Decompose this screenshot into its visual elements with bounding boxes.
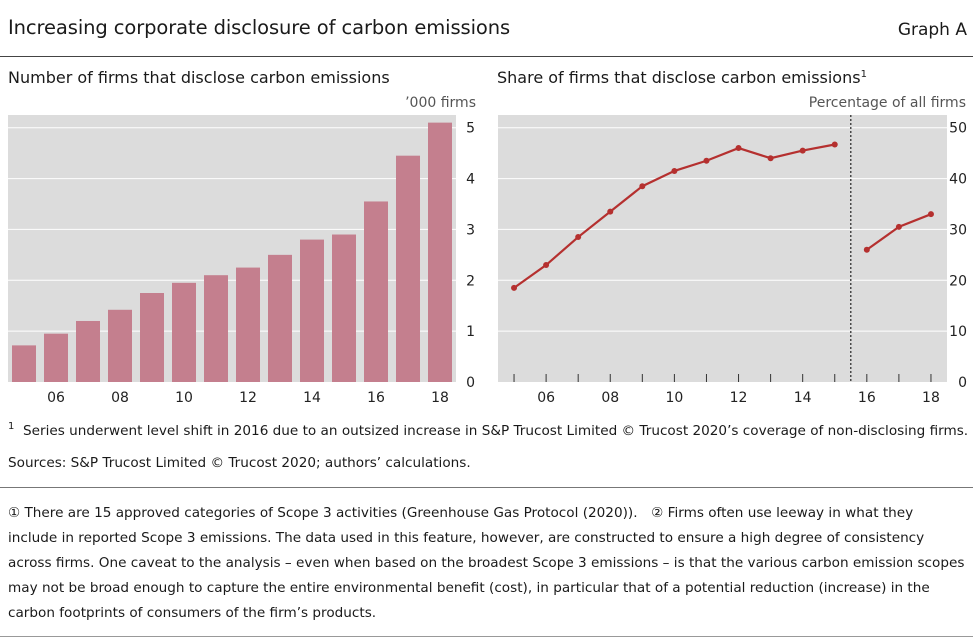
x-tick-label: 12	[239, 390, 257, 406]
y-tick-label: 30	[949, 222, 967, 238]
right-panel-title-text: Share of firms that disclose carbon emis…	[497, 68, 861, 87]
data-point	[799, 147, 806, 154]
x-tick-label: 06	[537, 390, 555, 406]
bar	[268, 254, 292, 382]
data-point	[671, 167, 678, 174]
endnote-line: across firms. One caveat to the analysis…	[8, 555, 965, 571]
left-panel-unit: ’000 firms	[405, 95, 476, 111]
notes-divider	[0, 487, 973, 488]
bar	[140, 293, 164, 382]
bottom-divider	[0, 636, 973, 637]
data-point	[639, 183, 646, 190]
data-point	[831, 141, 838, 148]
y-tick-label: 4	[466, 172, 475, 188]
x-tick-label: 16	[858, 390, 876, 406]
x-tick-label: 14	[303, 390, 321, 406]
bar	[76, 320, 100, 382]
data-point	[927, 211, 934, 218]
sources: Sources: S&P Trucost Limited © Trucost 2…	[8, 455, 471, 471]
bar	[428, 122, 452, 382]
bar	[396, 155, 420, 382]
bar	[44, 333, 68, 382]
footnote-text: Series underwent level shift in 2016 due…	[23, 423, 969, 439]
footnote: 1 Series underwent level shift in 2016 d…	[8, 419, 968, 444]
graph-label: Graph A	[897, 20, 967, 40]
x-tick-label: 08	[111, 390, 129, 406]
bar	[300, 239, 324, 382]
right-panel-title: Share of firms that disclose carbon emis…	[497, 68, 867, 87]
data-point	[543, 262, 550, 269]
x-tick-label: 18	[922, 390, 940, 406]
x-tick-label: 10	[665, 390, 683, 406]
data-point	[863, 246, 870, 253]
y-tick-label: 10	[949, 324, 967, 340]
endnote-line: include in reported Scope 3 emissions. T…	[8, 530, 925, 546]
y-tick-label: 20	[949, 273, 967, 289]
endnote-line: carbon footprints of consumers of the fi…	[8, 605, 377, 621]
x-tick-label: 10	[175, 390, 193, 406]
endnotes: ① There are 15 approved categories of Sc…	[8, 501, 970, 626]
x-tick-label: 18	[431, 390, 449, 406]
data-point	[511, 284, 518, 291]
x-tick-label: 06	[47, 390, 65, 406]
bar	[172, 282, 196, 382]
plot-area	[8, 115, 456, 382]
y-tick-label: 3	[466, 222, 475, 238]
x-tick-label: 08	[601, 390, 619, 406]
right-panel-unit: Percentage of all firms	[808, 95, 966, 111]
y-tick-label: 40	[949, 172, 967, 188]
bar	[12, 345, 36, 382]
data-point	[703, 157, 710, 164]
endnote-line: ① There are 15 approved categories of Sc…	[8, 505, 914, 521]
x-tick-label: 12	[730, 390, 748, 406]
page-title: Increasing corporate disclosure of carbo…	[8, 16, 511, 39]
y-tick-label: 0	[958, 375, 967, 391]
bar	[236, 267, 260, 382]
y-tick-label: 5	[466, 121, 475, 137]
data-point	[895, 223, 902, 230]
bar	[332, 234, 356, 382]
x-tick-label: 14	[794, 390, 812, 406]
y-tick-label: 2	[466, 273, 475, 289]
data-point	[767, 155, 774, 162]
line-chart: 0 10 20 30 40 50 06 08 10 12 14 16 18	[498, 115, 967, 406]
right-panel-title-footnote-marker: 1	[860, 69, 867, 80]
data-point	[575, 234, 582, 241]
y-tick-label: 50	[949, 121, 967, 137]
bar	[364, 201, 388, 382]
y-tick-label: 1	[466, 324, 475, 340]
endnote-line: may not be broad enough to capture the e…	[8, 580, 930, 596]
x-tick-label: 16	[367, 390, 385, 406]
footnote-marker: 1	[8, 421, 15, 432]
left-panel-title: Number of firms that disclose carbon emi…	[8, 68, 390, 87]
header-divider	[0, 56, 973, 57]
data-point	[735, 145, 742, 152]
data-point	[607, 208, 614, 215]
y-tick-label: 0	[466, 375, 475, 391]
plot-area	[498, 115, 947, 382]
bar	[108, 309, 132, 382]
bar	[204, 275, 228, 382]
